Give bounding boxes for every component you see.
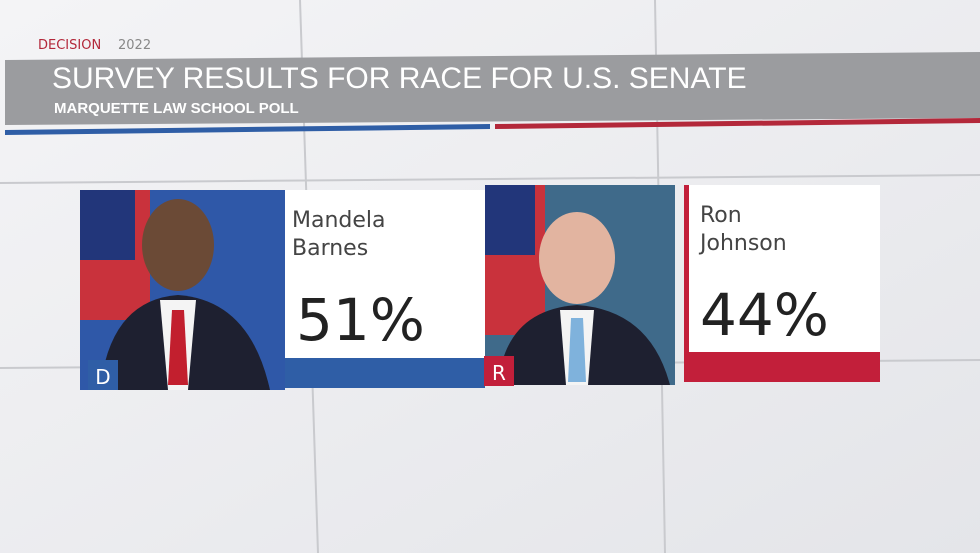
blue-rule xyxy=(5,124,490,135)
tie xyxy=(568,318,586,382)
party-badge xyxy=(88,360,118,390)
subtitle: MARQUETTE LAW SCHOOL POLL xyxy=(54,100,299,117)
title: SURVEY RESULTS FOR RACE FOR U.S. SENATE xyxy=(52,62,747,95)
face xyxy=(539,212,615,304)
candidate-card: D Mandela Barnes 51% xyxy=(80,190,485,390)
tie xyxy=(168,310,188,385)
first-name: Mandela xyxy=(292,208,386,233)
percent: 51% xyxy=(296,286,425,354)
party-bar xyxy=(684,352,880,382)
last-name: Johnson xyxy=(698,231,787,256)
party-bar xyxy=(285,358,485,388)
title-band xyxy=(5,52,980,125)
party-badge xyxy=(484,356,514,386)
party: R xyxy=(492,361,506,385)
info-box xyxy=(684,185,880,352)
party-line xyxy=(684,185,689,382)
red-rule xyxy=(495,118,980,129)
face xyxy=(142,199,214,291)
info-box xyxy=(285,190,485,358)
decision-label: DECISION xyxy=(38,38,101,53)
party: D xyxy=(95,365,110,389)
candidate-card: R Ron Johnson 44% xyxy=(484,185,880,386)
first-name: Ron xyxy=(700,203,742,228)
last-name: Barnes xyxy=(292,236,368,261)
year-label: 2022 xyxy=(118,38,151,53)
flag-canton xyxy=(485,185,535,255)
percent: 44% xyxy=(700,281,829,349)
flag-canton xyxy=(80,190,135,260)
